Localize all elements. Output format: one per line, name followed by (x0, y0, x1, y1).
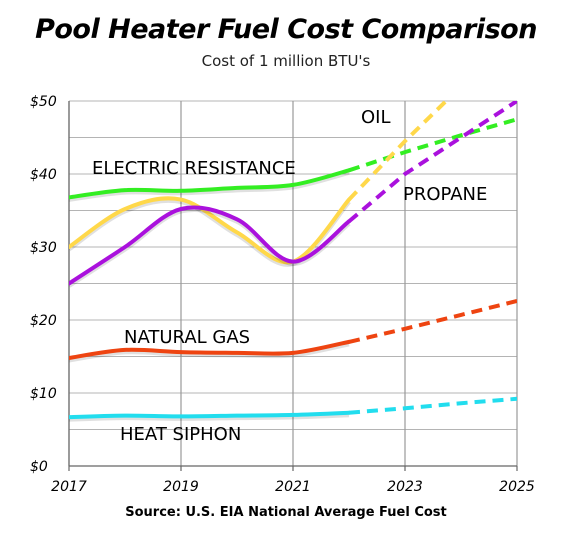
x-tick-label: 2019 (163, 479, 199, 495)
series-label-propane: PROPANE (403, 184, 487, 205)
chart-source: Source: U.S. EIA National Average Fuel C… (125, 505, 447, 520)
y-tick-label: $30 (30, 240, 57, 256)
y-tick-label: $0 (30, 459, 48, 475)
series-line-heat-siphon (69, 410, 351, 420)
y-tick-label: $50 (30, 94, 57, 110)
series-projection-oil (347, 101, 449, 201)
x-tick-label: 2025 (499, 479, 535, 495)
x-tick-label: 2023 (387, 479, 423, 495)
chart-subtitle: Cost of 1 million BTU's (201, 52, 371, 70)
series-line-oil (69, 196, 351, 265)
series-label-electric-resistance: ELECTRIC RESISTANCE (92, 158, 296, 179)
series-line-propane (69, 205, 351, 286)
x-tick-label: 2021 (275, 479, 311, 495)
series-line-electric-resistance (69, 168, 351, 200)
x-tick-label: 2017 (51, 479, 87, 495)
y-tick-label: $10 (30, 386, 57, 402)
series-label-natural-gas: NATURAL GAS (124, 327, 250, 348)
series-label-heat-siphon: HEAT SIPHON (120, 424, 241, 445)
series-projection-electric-resistance (348, 117, 517, 173)
series-projection-propane (347, 101, 517, 223)
series-projection-heat-siphon (348, 396, 517, 415)
chart-title: Pool Heater Fuel Cost Comparison (35, 14, 537, 45)
y-tick-label: $20 (30, 313, 57, 329)
series-projection-natural-gas (348, 299, 517, 344)
series-line-natural-gas (69, 339, 351, 360)
series-label-oil: OIL (361, 107, 391, 128)
y-tick-label: $40 (30, 167, 57, 183)
